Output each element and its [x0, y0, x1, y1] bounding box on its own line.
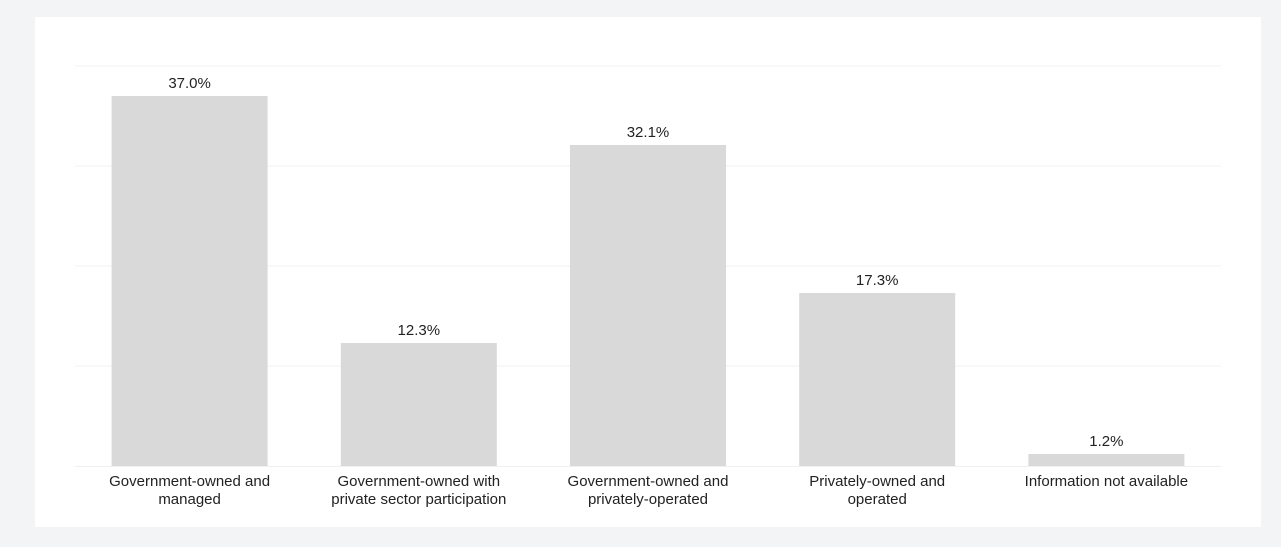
value-label-5: 1.2%	[1089, 433, 1123, 450]
category-label-2: Government-owned with private sector part…	[331, 473, 506, 508]
bar-3	[570, 145, 726, 466]
category-label-line: Government-owned with	[338, 473, 501, 490]
bar-chart: 37.0% 12.3% 32.1% 17.3% 1.2% Government-owne…	[75, 65, 1221, 508]
value-labels: 37.0% 12.3% 32.1% 17.3% 1.2%	[168, 75, 1123, 450]
category-label-5: Information not available	[1025, 473, 1188, 490]
category-label-line: managed	[158, 491, 221, 508]
category-label-line: privately-operated	[588, 491, 708, 508]
chart-card: 37.0% 12.3% 32.1% 17.3% 1.2% Government-owne…	[35, 17, 1261, 527]
value-label-1: 37.0%	[168, 75, 211, 92]
bar-1	[111, 96, 268, 466]
value-label-3: 32.1%	[627, 124, 670, 141]
category-label-line: Government-owned and	[568, 473, 729, 490]
value-label-2: 12.3%	[398, 322, 441, 339]
category-label-line: operated	[848, 491, 907, 508]
category-label-1: Government-owned and managed	[109, 473, 270, 508]
category-labels: Government-owned and managedGovernment-ow…	[109, 473, 1188, 508]
bar-2	[340, 343, 497, 466]
category-label-3: Government-owned and privately-operated	[568, 473, 729, 508]
bar-4	[799, 293, 956, 466]
category-label-line: Government-owned and	[109, 473, 270, 490]
value-label-4: 17.3%	[856, 272, 899, 289]
category-label-line: private sector participation	[331, 491, 506, 508]
bars	[111, 96, 1185, 466]
category-label-line: Information not available	[1025, 473, 1188, 490]
category-label-4: Privately-owned and operated	[809, 473, 945, 508]
bar-5	[1028, 454, 1185, 466]
category-label-line: Privately-owned and	[809, 473, 945, 490]
